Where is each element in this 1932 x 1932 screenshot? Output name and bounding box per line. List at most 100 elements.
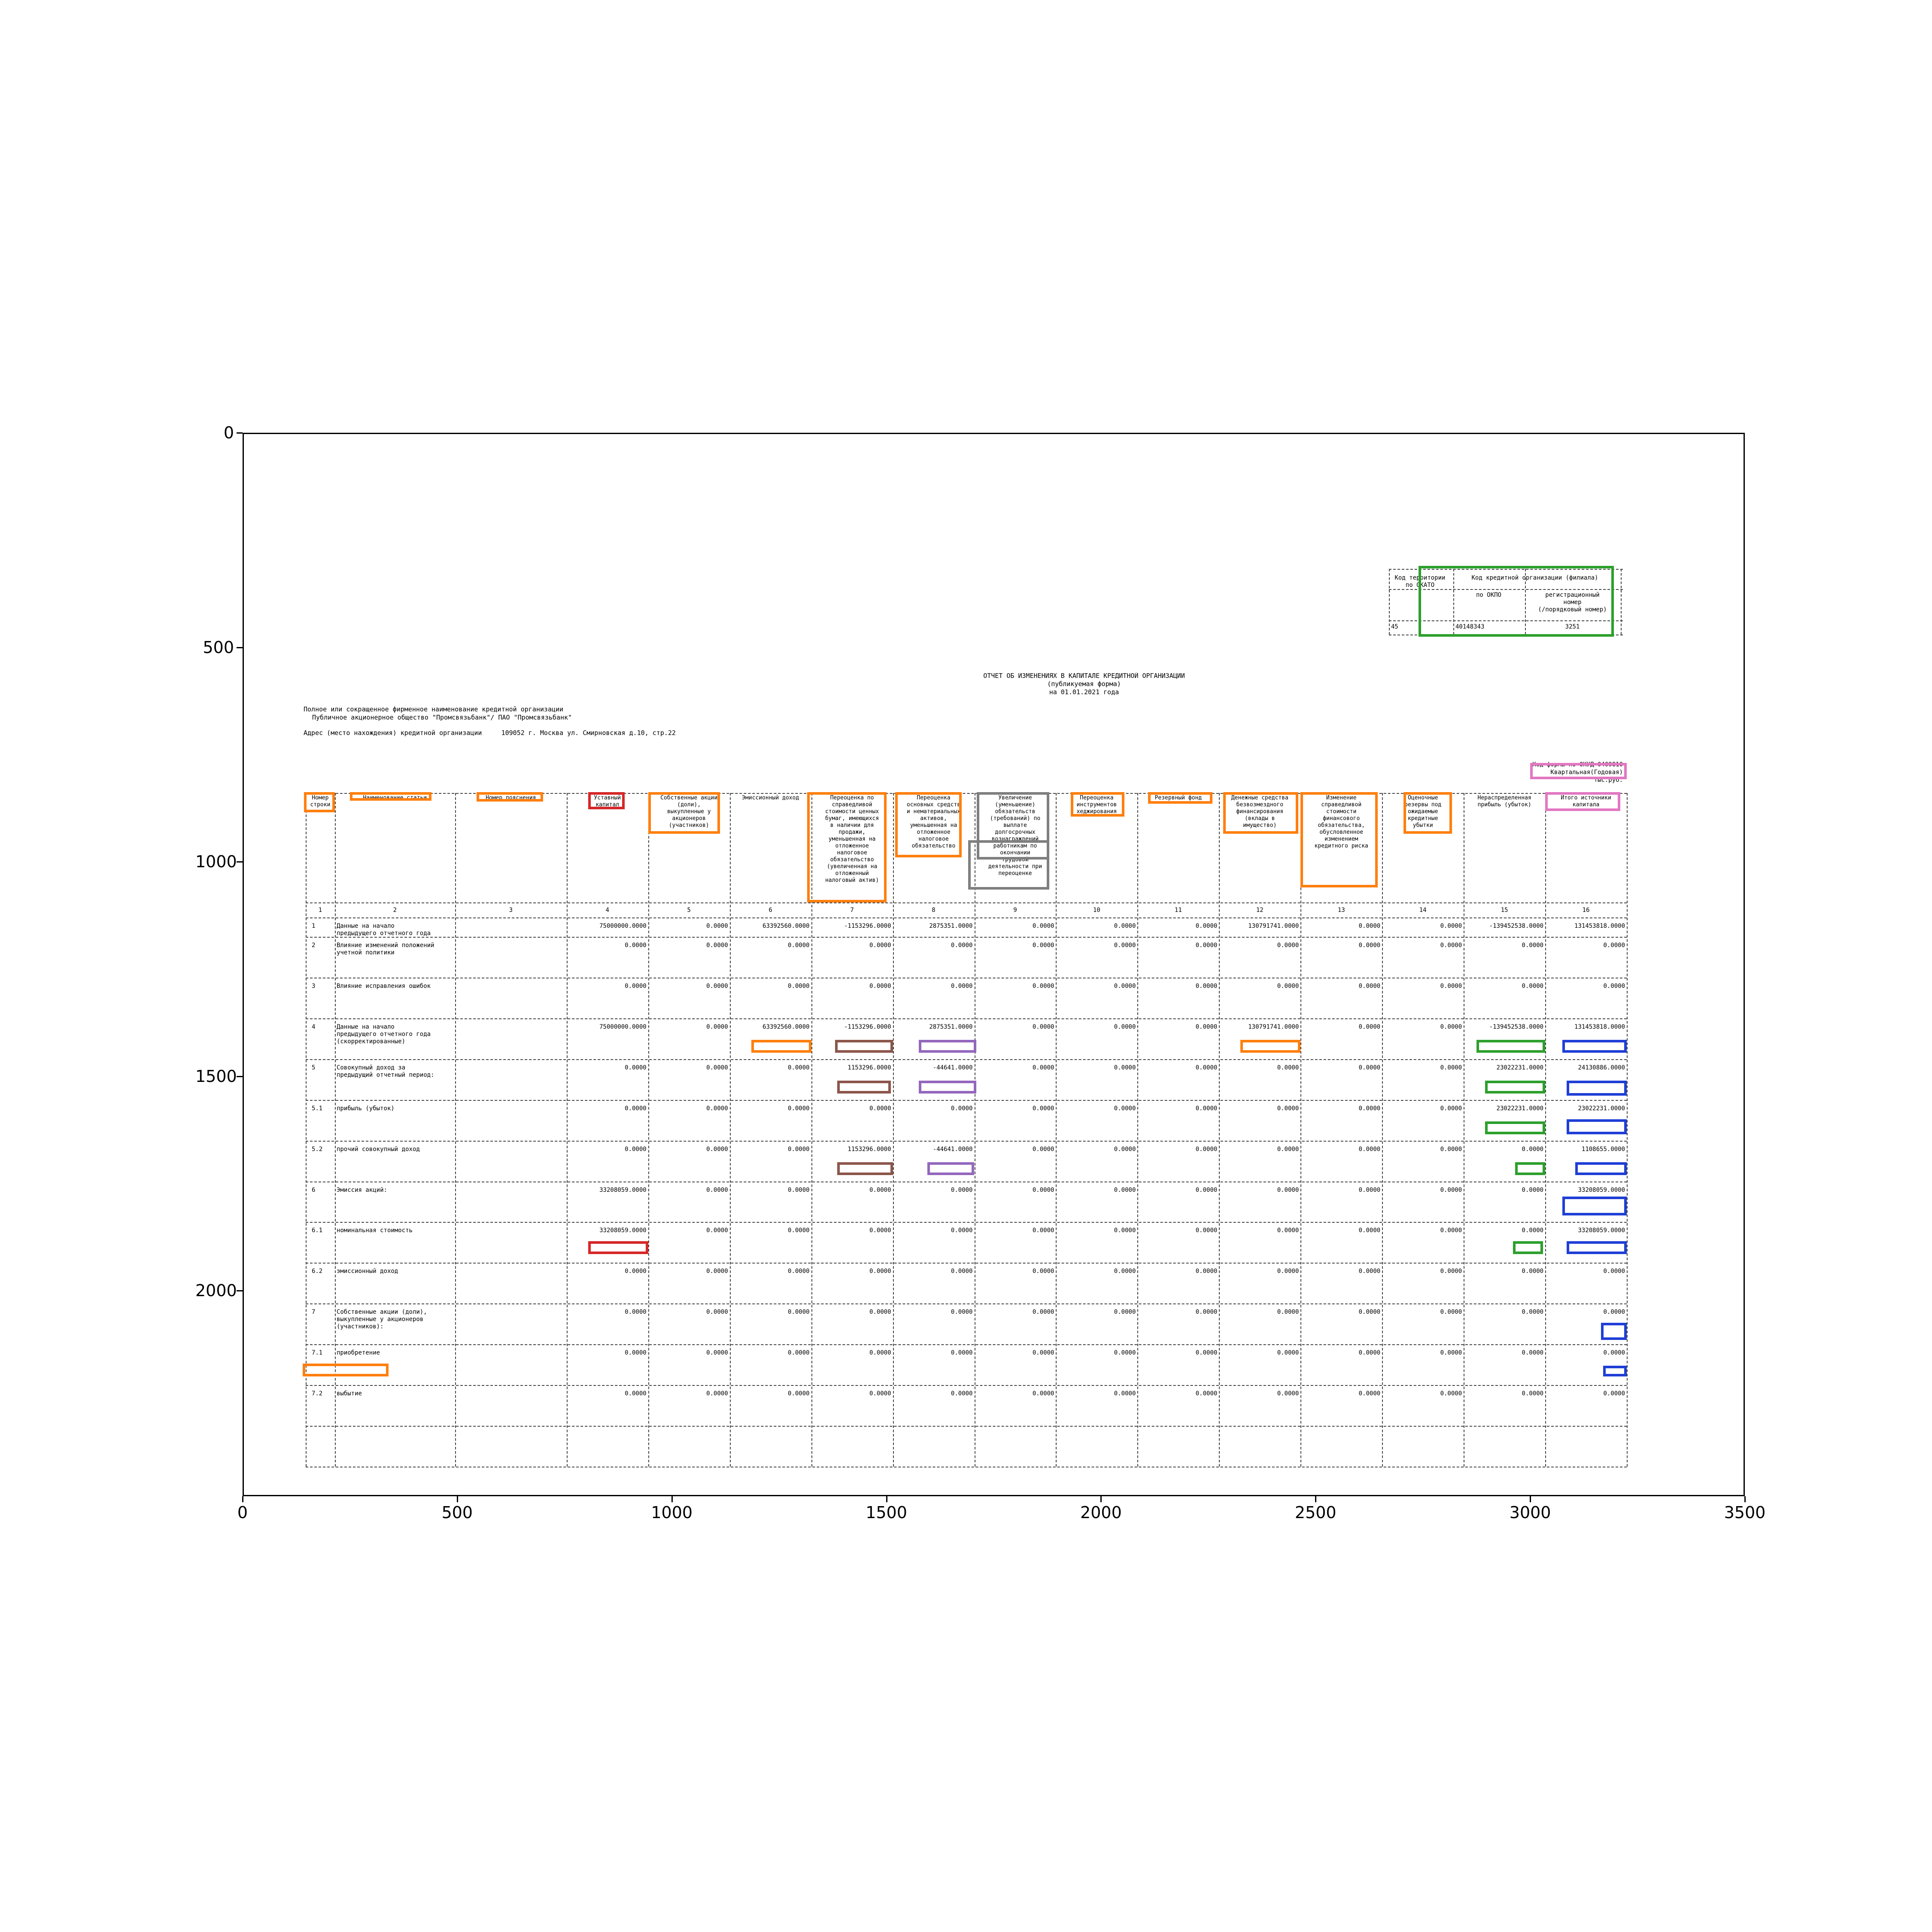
table-cell-value: 0.0000 <box>1277 1268 1299 1275</box>
table-cell-value: 0.0000 <box>951 1227 973 1234</box>
table-cell-value: 33208059.0000 <box>1578 1186 1625 1194</box>
x-tick-label: 1000 <box>651 1503 693 1522</box>
codes-box-rule <box>1525 569 1526 635</box>
row-name: Собственные акции (доли), выкупленные у … <box>336 1309 427 1331</box>
highlight-box <box>588 792 625 810</box>
table-cell-value: 0.0000 <box>706 982 728 990</box>
column-number: 14 <box>1419 907 1427 914</box>
row-name: Влияние изменений положений учетной поли… <box>336 942 434 957</box>
table-cell-value: 0.0000 <box>1277 942 1299 949</box>
highlight-box <box>1240 1039 1301 1053</box>
table-cell-value: 0.0000 <box>1195 1186 1218 1194</box>
table-cell-value: 0.0000 <box>1032 1023 1054 1030</box>
table-cell-value: -139452538.0000 <box>1489 1023 1544 1030</box>
highlight-box <box>895 792 962 858</box>
table-cell-value: 0.0000 <box>1440 1309 1462 1316</box>
table-cell-value: 131453818.0000 <box>1574 923 1625 930</box>
column-header: Итого источники капитала <box>1561 795 1611 808</box>
table-cell-value: 0.0000 <box>1358 1309 1381 1316</box>
table-cell-value: 0.0000 <box>869 982 891 990</box>
table-cell-value: 0.0000 <box>1358 942 1381 949</box>
row-number: 2 <box>311 942 316 949</box>
table-cell-value: -44641.0000 <box>933 1064 973 1071</box>
highlight-box <box>1476 1039 1546 1053</box>
table-cell-value: 0.0000 <box>1032 1349 1054 1357</box>
table-cell-value: 0.0000 <box>625 1145 647 1153</box>
column-number: 5 <box>687 907 691 914</box>
highlight-box <box>1485 1121 1546 1134</box>
table-cell-value: 0.0000 <box>1032 982 1054 990</box>
table-cell-value: 23022231.0000 <box>1496 1064 1544 1071</box>
table-cell-value: 33208059.0000 <box>599 1186 647 1194</box>
y-tick-label: 1000 <box>195 852 237 872</box>
row-number: 7.1 <box>311 1349 323 1357</box>
table-cell-value: 0.0000 <box>1522 1349 1544 1357</box>
table-rule <box>305 1222 1627 1223</box>
table-rule <box>455 793 456 1467</box>
row-name: прибыль (убыток) <box>336 1105 395 1112</box>
row-name: приобретение <box>336 1349 380 1357</box>
row-name: прочий совокупный доход <box>336 1145 420 1153</box>
plot-area <box>243 433 1745 1496</box>
table-cell-value: 0.0000 <box>1032 1145 1054 1153</box>
table-cell-value: 0.0000 <box>1114 1227 1136 1234</box>
row-note <box>457 1105 565 1140</box>
table-cell-value: 0.0000 <box>951 982 973 990</box>
table-cell-value: 0.0000 <box>788 1268 810 1275</box>
row-number: 1 <box>311 923 316 930</box>
table-cell-value: 0.0000 <box>1114 1186 1136 1194</box>
table-cell-value: 0.0000 <box>1195 1064 1218 1071</box>
table-cell-value: 0.0000 <box>1358 923 1381 930</box>
codes-territory-header: Код территории по ОКАТО <box>1394 574 1446 589</box>
row-name: Эмиссия акций: <box>336 1186 387 1194</box>
table-cell-value: 130791741.0000 <box>1248 1023 1299 1030</box>
codes-okpo-value: 40148343 <box>1455 623 1485 630</box>
column-number: 4 <box>605 907 609 914</box>
table-rule <box>305 793 1627 794</box>
table-cell-value: 0.0000 <box>1522 982 1544 990</box>
table-cell-value: 0.0000 <box>1032 1268 1054 1275</box>
table-cell-value: 0.0000 <box>1032 1105 1054 1112</box>
table-cell-value: 0.0000 <box>1114 982 1136 990</box>
table-cell-value: 63392560.0000 <box>762 923 810 930</box>
table-cell-value: 0.0000 <box>1195 1349 1218 1357</box>
codes-reg-value: 3251 <box>1565 623 1580 630</box>
table-cell-value: 0.0000 <box>1358 1105 1381 1112</box>
table-cell-value: 0.0000 <box>1522 1268 1544 1275</box>
highlight-box <box>1485 1080 1546 1094</box>
y-tick-mark <box>237 861 243 863</box>
table-cell-value: 0.0000 <box>1440 982 1462 990</box>
row-name: Данные на начало предыдущего отчетного г… <box>336 1023 431 1045</box>
highlight-box <box>1545 792 1621 811</box>
table-rule <box>1627 793 1628 1467</box>
row-note <box>457 1146 565 1181</box>
x-tick-label: 3500 <box>1724 1503 1766 1522</box>
table-cell-value: 0.0000 <box>869 1390 891 1397</box>
table-cell-value: 0.0000 <box>1032 1064 1054 1071</box>
x-tick-mark <box>886 1496 887 1502</box>
row-note <box>457 942 565 977</box>
table-cell-value: 0.0000 <box>951 1268 973 1275</box>
codes-reg-header: регистрационный номер (/порядковый номер… <box>1538 592 1607 613</box>
codes-box-rule <box>1389 620 1623 621</box>
highlight-box <box>976 792 1050 860</box>
highlight-box <box>476 792 543 802</box>
row-note <box>457 1024 565 1058</box>
table-rule <box>1137 793 1139 1467</box>
y-tick-mark <box>237 1075 243 1077</box>
table-cell-value: 0.0000 <box>1358 982 1381 990</box>
highlight-box <box>927 1162 975 1175</box>
table-cell-value: 0.0000 <box>1114 1023 1136 1030</box>
column-number: 16 <box>1582 907 1590 914</box>
table-cell-value: 0.0000 <box>625 1268 647 1275</box>
table-cell-value: 0.0000 <box>1277 1064 1299 1071</box>
y-tick-mark <box>237 647 243 648</box>
table-cell-value: 0.0000 <box>1195 1309 1218 1316</box>
table-cell-value: 75000000.0000 <box>599 923 647 930</box>
table-cell-value: 0.0000 <box>1277 1227 1299 1234</box>
codes-box-rule <box>1389 589 1623 590</box>
highlight-box <box>1403 792 1452 834</box>
table-rule <box>305 937 1627 938</box>
table-cell-value: 0.0000 <box>1114 1145 1136 1153</box>
table-cell-value: 0.0000 <box>625 1064 647 1071</box>
